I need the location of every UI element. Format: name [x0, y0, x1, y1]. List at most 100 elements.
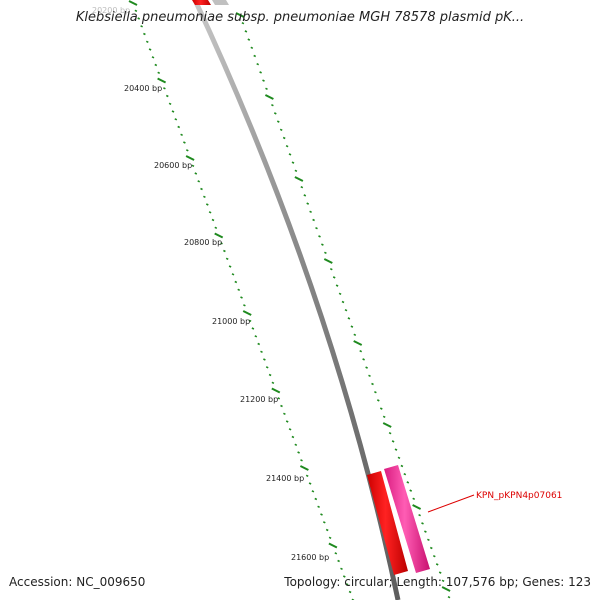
major-tick — [299, 465, 309, 471]
tick-label-20400: 20400 bp — [124, 84, 162, 93]
minor-tick — [265, 366, 269, 369]
minor-tick — [421, 522, 424, 525]
minor-tick — [305, 474, 309, 478]
minor-tick — [300, 459, 303, 462]
major-tick — [294, 176, 304, 182]
minor-tick — [253, 54, 257, 58]
minor-tick — [418, 513, 421, 517]
minor-tick — [194, 172, 198, 175]
minor-tick — [145, 40, 149, 44]
minor-tick — [240, 296, 243, 299]
minor-tick — [177, 125, 181, 129]
minor-tick — [285, 420, 289, 423]
minor-tick — [271, 103, 274, 107]
gene-label-leader — [427, 494, 475, 513]
minor-tick — [140, 25, 143, 28]
minor-tick — [365, 366, 368, 369]
minor-tick — [157, 71, 161, 75]
minor-tick — [347, 317, 351, 320]
minor-tick — [203, 195, 206, 199]
minor-tick — [335, 284, 339, 287]
major-tick — [412, 504, 422, 510]
minor-tick — [412, 497, 416, 501]
minor-tick — [225, 257, 229, 261]
minor-tick — [254, 335, 258, 338]
backbone-arc — [192, 0, 401, 600]
minor-tick — [321, 243, 324, 246]
minor-tick — [211, 218, 215, 222]
minor-tick — [342, 575, 346, 578]
minor-tick — [248, 319, 252, 323]
minor-tick — [163, 87, 166, 90]
minor-tick — [237, 288, 241, 292]
summary-text: Topology: circular; Length: 107,576 bp; … — [284, 575, 591, 589]
minor-tick — [325, 528, 329, 532]
grey-gene-top[interactable] — [212, 0, 229, 5]
minor-tick — [315, 226, 318, 230]
minor-tick — [397, 456, 401, 460]
red-gene[interactable] — [367, 471, 408, 575]
minor-tick — [262, 79, 265, 82]
minor-tick — [291, 435, 295, 439]
minor-tick — [309, 210, 312, 214]
minor-tick — [447, 595, 451, 599]
minor-tick — [427, 538, 430, 542]
minor-tick — [191, 164, 195, 168]
minor-tick — [374, 390, 377, 394]
minor-tick — [251, 327, 255, 330]
minor-tick — [256, 62, 260, 66]
minor-tick — [263, 358, 266, 361]
minor-tick — [280, 404, 283, 408]
minor-tick — [268, 373, 272, 377]
pink-gene[interactable] — [384, 465, 430, 573]
minor-tick — [244, 30, 248, 33]
tick-label-20800: 20800 bp — [184, 238, 222, 247]
minor-tick — [200, 187, 203, 191]
major-tick — [353, 340, 363, 346]
major-tick — [271, 387, 281, 394]
tick-label-20200: 20200 bp — [92, 6, 130, 15]
minor-tick — [435, 563, 439, 566]
minor-tick — [344, 308, 348, 312]
minor-tick — [376, 399, 380, 402]
minor-tick — [220, 242, 223, 245]
minor-tick — [306, 202, 310, 205]
minor-tick — [282, 136, 286, 140]
minor-tick — [247, 38, 251, 41]
minor-tick — [143, 32, 146, 36]
minor-tick — [328, 536, 332, 540]
minor-tick — [308, 482, 312, 485]
minor-tick — [350, 325, 354, 328]
minor-tick — [320, 513, 323, 516]
minor-tick — [388, 431, 392, 435]
minor-tick — [362, 358, 365, 361]
outer-tick-track — [235, 12, 451, 599]
major-tick — [382, 422, 392, 428]
minor-tick — [260, 350, 263, 354]
minor-tick — [134, 9, 138, 13]
minor-tick — [429, 546, 433, 550]
minor-tick — [368, 374, 371, 378]
minor-tick — [288, 153, 292, 156]
major-tick — [235, 12, 245, 18]
minor-tick — [151, 56, 155, 59]
minor-tick — [312, 218, 315, 222]
gene-label[interactable]: KPN_pKPN4p07061 — [476, 491, 562, 501]
minor-tick — [371, 382, 374, 386]
minor-tick — [259, 71, 262, 74]
accession-text: Accession: NC_009650 — [9, 575, 146, 589]
minor-tick — [174, 118, 178, 121]
minor-tick — [165, 94, 169, 98]
minor-tick — [432, 554, 436, 558]
minor-tick — [322, 521, 326, 524]
red-gene-top[interactable] — [192, 0, 211, 5]
minor-tick — [338, 292, 342, 296]
minor-tick — [214, 226, 218, 230]
minor-tick — [337, 559, 340, 563]
major-tick — [323, 258, 333, 264]
minor-tick — [137, 17, 141, 20]
minor-tick — [400, 464, 404, 468]
tick-label-21600: 21600 bp — [291, 553, 329, 562]
minor-tick — [223, 249, 226, 253]
tick-label-21200: 21200 bp — [240, 395, 278, 404]
